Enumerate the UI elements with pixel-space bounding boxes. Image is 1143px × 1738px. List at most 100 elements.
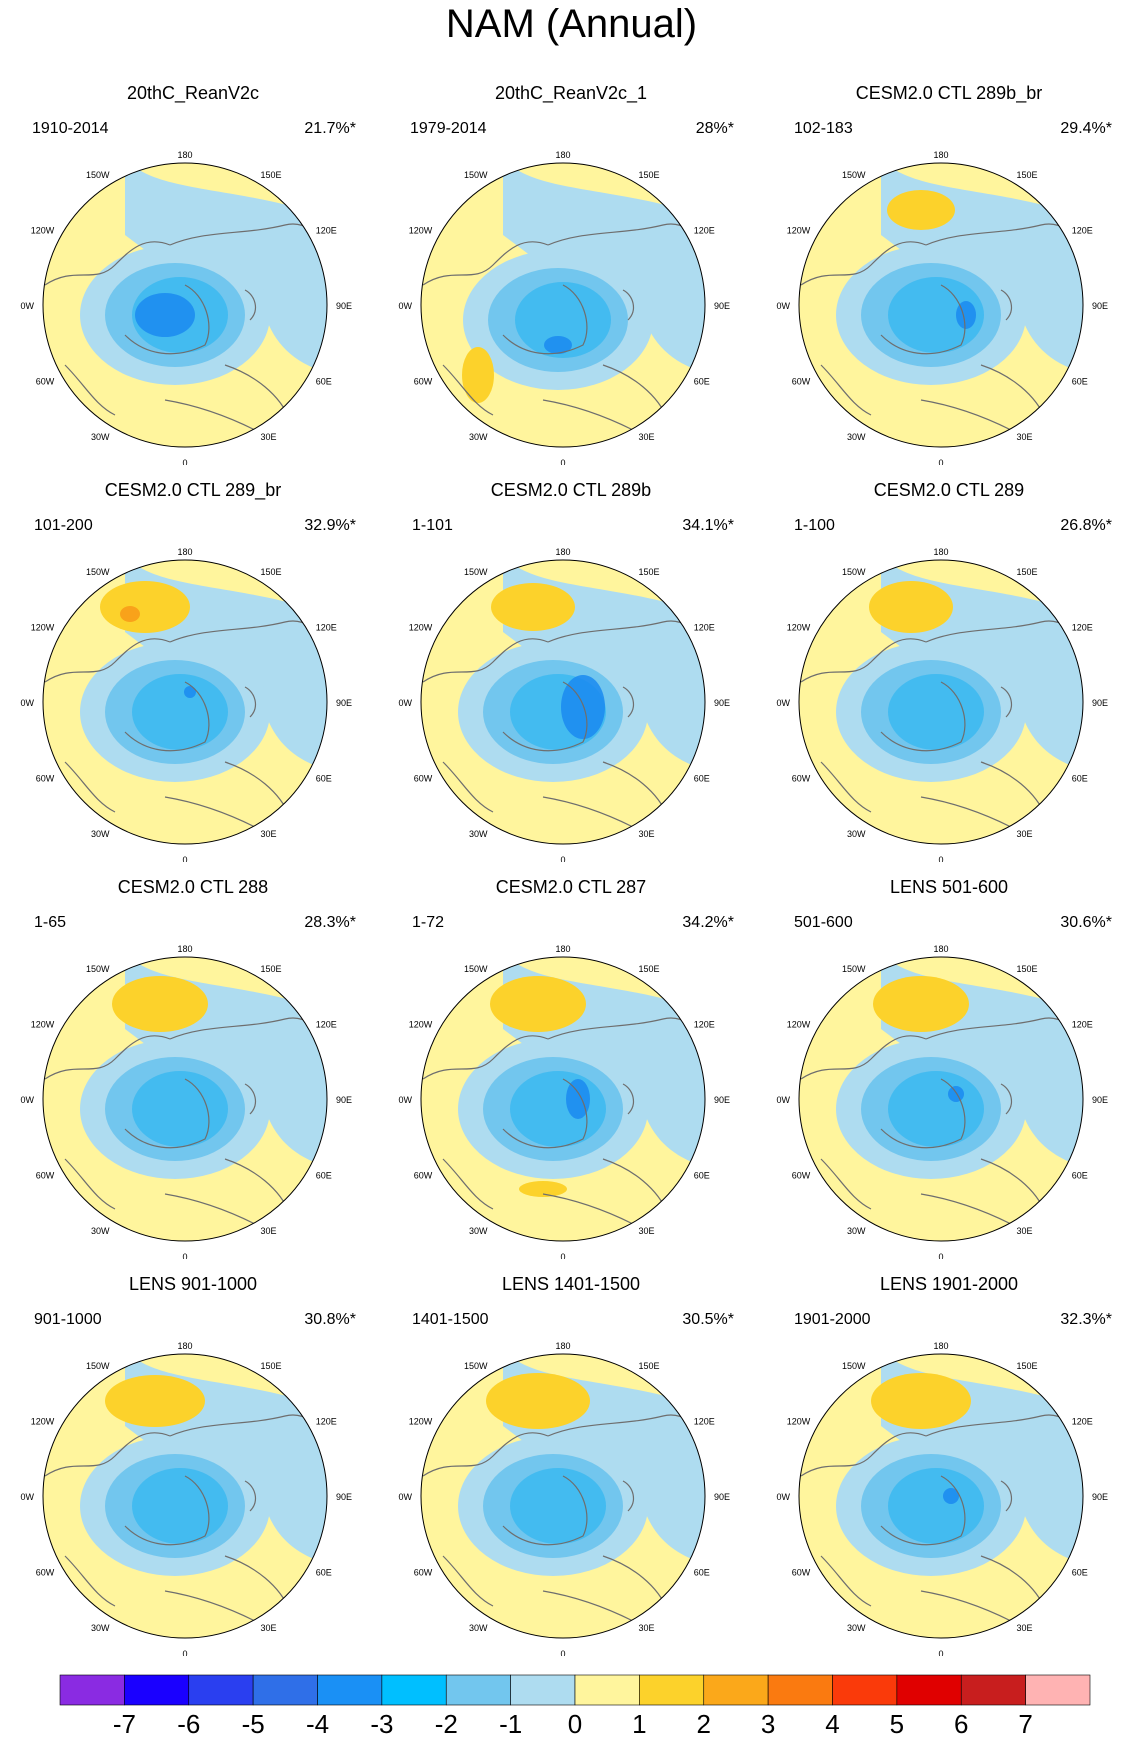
longitude-label: 120W xyxy=(787,226,811,236)
colorbar-swatch xyxy=(381,1674,447,1706)
longitude-label: 90E xyxy=(714,698,730,708)
panel-period: 501-600 xyxy=(794,914,853,931)
panel-title: CESM2.0 CTL 289b xyxy=(490,480,652,500)
panel-period: 1-65 xyxy=(34,914,67,931)
panel-period: 1-72 xyxy=(412,914,445,931)
field-negative-inner xyxy=(510,1468,606,1544)
longitude-label: 120E xyxy=(316,623,337,633)
coastline xyxy=(44,241,171,286)
coastline xyxy=(622,686,635,718)
field-anomaly-blob xyxy=(120,606,140,622)
longitude-label: 120W xyxy=(409,226,433,236)
longitude-label: 150E xyxy=(1017,170,1038,180)
field-negative-inner xyxy=(888,1071,984,1147)
longitude-label: 90E xyxy=(336,698,352,708)
longitude-label: 30E xyxy=(639,829,655,839)
coastline xyxy=(442,761,494,813)
longitude-label: 30W xyxy=(91,1226,110,1236)
longitude-label: 90E xyxy=(1092,1095,1108,1105)
field-negative-core xyxy=(135,293,195,337)
colorbar-swatch xyxy=(317,1674,383,1706)
field-positive-center xyxy=(486,1373,590,1429)
coastline xyxy=(442,1158,494,1210)
coastline xyxy=(502,284,588,355)
coastline xyxy=(820,761,872,813)
longitude-label: 30E xyxy=(261,829,277,839)
colorbar-tick-label: -4 xyxy=(306,1709,329,1738)
coastline xyxy=(64,761,116,813)
longitude-label: 180 xyxy=(933,1341,948,1351)
panel-title: LENS 1901-2000 xyxy=(879,1274,1019,1294)
longitude-label: 150W xyxy=(464,567,488,577)
longitude-label: 90E xyxy=(714,301,730,311)
panel-variance: 26.8%* xyxy=(1060,517,1112,534)
field-negative-core xyxy=(566,1079,590,1119)
panel-variance: 32.9%* xyxy=(304,517,356,534)
coastline xyxy=(1000,1480,1013,1512)
longitude-label: 150W xyxy=(464,1361,488,1371)
field-positive-center xyxy=(871,1373,971,1429)
longitude-label: 150E xyxy=(639,170,660,180)
field-negative-core xyxy=(943,1488,959,1504)
longitude-label: 0 xyxy=(560,1649,565,1656)
longitude-label: 60E xyxy=(316,1171,332,1181)
polar-map: 180 150E 120E 90E 60E 30E 0 30W 60W 90W 120W 150W xyxy=(398,547,730,862)
coastline xyxy=(422,241,549,286)
longitude-label: 90E xyxy=(336,1492,352,1502)
polar-map: 180 150E 120E 90E 60E 30E 0 30W 60W 90W 120W 150W xyxy=(776,547,1108,862)
longitude-label: 60E xyxy=(316,1568,332,1578)
longitude-label: 90W xyxy=(776,301,790,311)
map-panel: CESM2.0 CTL 287 1-72 34.2%* 180 150E 120E 9… xyxy=(398,859,744,1259)
longitude-label: 60E xyxy=(1072,1568,1088,1578)
map-panel: CESM2.0 CTL 289b 1-101 34.1%* 180 150E 120… xyxy=(398,462,744,862)
longitude-label: 0 xyxy=(182,855,187,862)
coastline xyxy=(800,638,927,683)
field-positive-center xyxy=(112,976,208,1032)
colorbar-swatch xyxy=(574,1674,640,1706)
coastline xyxy=(880,681,966,752)
longitude-label: 150E xyxy=(639,964,660,974)
longitude-label: 120W xyxy=(31,1020,55,1030)
panel-period: 1910-2014 xyxy=(32,120,109,137)
colorbar-tick-label: 6 xyxy=(954,1709,968,1738)
longitude-label: 150W xyxy=(842,1361,866,1371)
main-title: NAM (Annual) xyxy=(445,2,698,46)
longitude-label: 120E xyxy=(1072,1417,1093,1427)
longitude-label: 180 xyxy=(555,547,570,557)
longitude-label: 60E xyxy=(1072,1171,1088,1181)
longitude-label: 150E xyxy=(639,567,660,577)
panel-period: 102-183 xyxy=(794,120,853,137)
longitude-label: 180 xyxy=(177,1341,192,1351)
longitude-label: 60E xyxy=(1072,774,1088,784)
coastline xyxy=(502,1475,588,1546)
longitude-label: 120E xyxy=(694,623,715,633)
panel-title: CESM2.0 CTL 289b_br xyxy=(855,83,1043,103)
polar-map: 180 150E 120E 90E 60E 30E 0 30W 60W 90W 120W 150W xyxy=(20,150,352,465)
longitude-label: 120E xyxy=(1072,226,1093,236)
panel-title: 20thC_ReanV2c xyxy=(126,83,260,103)
panel-period: 901-1000 xyxy=(34,1311,102,1328)
longitude-label: 30W xyxy=(847,829,866,839)
longitude-label: 150W xyxy=(842,567,866,577)
longitude-label: 90W xyxy=(20,1492,34,1502)
panel-variance: 28.3%* xyxy=(304,914,356,931)
map-boundary xyxy=(798,559,1084,845)
map-boundary xyxy=(420,162,706,448)
map-panel: LENS 501-600 501-600 30.6%* 180 150E 120E 9… xyxy=(776,859,1122,1259)
longitude-label: 150E xyxy=(261,964,282,974)
panel-title: LENS 1401-1500 xyxy=(501,1274,641,1294)
panel-title: 20thC_ReanV2c_1 xyxy=(494,83,648,103)
field-positive-center xyxy=(105,1375,205,1427)
longitude-label: 60W xyxy=(792,1568,811,1578)
longitude-label: 30W xyxy=(469,1226,488,1236)
longitude-label: 150W xyxy=(464,964,488,974)
longitude-label: 60W xyxy=(792,1171,811,1181)
field-negative-inner xyxy=(132,674,228,750)
field-negative-core xyxy=(544,336,572,354)
polar-map: 180 150E 120E 90E 60E 30E 0 30W 60W 90W 120W 150W xyxy=(20,944,352,1259)
coastline xyxy=(622,289,635,321)
colorbar-tick-label: -6 xyxy=(177,1709,200,1738)
map-panel: 20thC_ReanV2c 1910-2014 21.7%* 180 150E 12… xyxy=(20,65,366,465)
longitude-label: 60W xyxy=(792,774,811,784)
panel-period: 1-100 xyxy=(794,517,835,534)
